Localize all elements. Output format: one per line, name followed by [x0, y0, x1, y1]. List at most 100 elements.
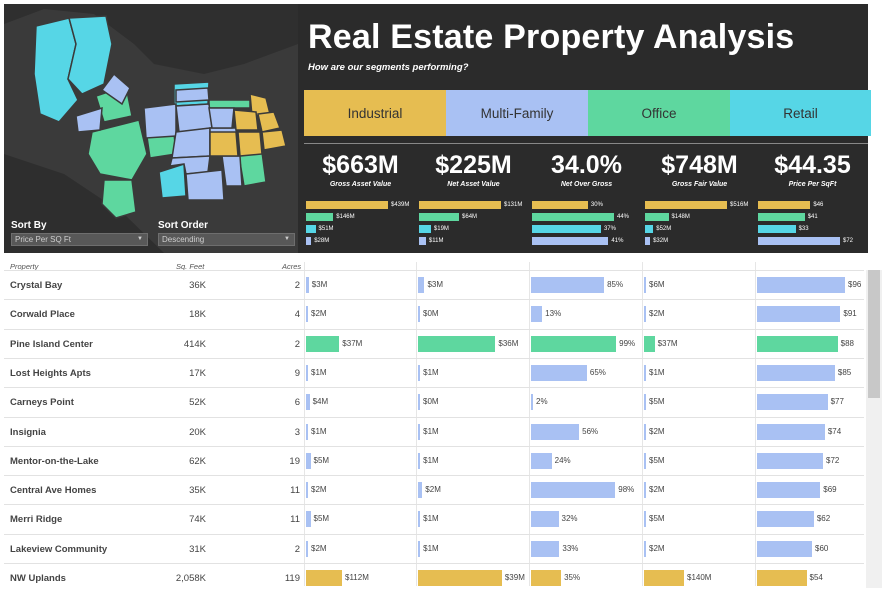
value-bar[interactable]	[306, 511, 311, 528]
table-row[interactable]: NW Uplands 2,058K 119 $112M $39M 35% $140M $54	[4, 563, 864, 590]
value-bar[interactable]	[418, 570, 502, 586]
map-region-multifamily[interactable]	[171, 127, 211, 159]
table-row[interactable]: Merri Ridge 74K 11 $5M $1M 32% $5M $62	[4, 504, 864, 533]
sort-order-dropdown[interactable]: Descending ▼	[158, 233, 295, 246]
map-region-office[interactable]	[238, 151, 267, 187]
map-region-industrial[interactable]	[237, 131, 263, 157]
value-bar[interactable]	[418, 335, 496, 352]
value-bar[interactable]	[531, 335, 617, 352]
kpi-mini-bar[interactable]	[419, 201, 501, 209]
map-region-industrial[interactable]	[257, 111, 282, 133]
chevron-down-icon[interactable]: ▼	[137, 236, 143, 242]
segment-office[interactable]: Office	[588, 90, 730, 136]
map-region-retail[interactable]	[158, 162, 187, 199]
value-bar[interactable]	[306, 570, 342, 586]
value-bar[interactable]	[757, 335, 838, 352]
map-regions[interactable]	[4, 4, 298, 253]
value-bar[interactable]	[644, 335, 655, 352]
map-region-office[interactable]	[208, 99, 251, 109]
value-bar[interactable]	[757, 452, 823, 469]
value-bar[interactable]	[757, 570, 807, 586]
value-bar[interactable]	[757, 540, 812, 557]
map-region-industrial[interactable]	[209, 131, 239, 157]
table-row[interactable]: Pine Island Center 414K 2 $37M $36M 99% $37M $8…	[4, 328, 864, 358]
table-row[interactable]: Carneys Point 52K 6 $4M $0M 2% $5M $77	[4, 387, 864, 416]
value-bar[interactable]	[418, 306, 420, 323]
kpi-mini-bar[interactable]	[645, 225, 654, 233]
value-bar[interactable]	[757, 306, 841, 323]
value-bar[interactable]	[531, 452, 552, 469]
kpi-mini-bar[interactable]	[532, 225, 601, 233]
kpi-mini-bar[interactable]	[306, 237, 312, 245]
kpi-mini-bar[interactable]	[758, 201, 811, 209]
value-bar[interactable]	[644, 306, 646, 323]
kpi-mini-bar[interactable]	[532, 237, 609, 245]
value-bar[interactable]	[531, 306, 543, 323]
value-bar[interactable]	[418, 277, 425, 293]
value-bar[interactable]	[306, 394, 310, 411]
value-bar[interactable]	[644, 482, 646, 499]
value-bar[interactable]	[531, 423, 580, 440]
value-bar[interactable]	[418, 423, 421, 440]
kpi-mini-bar[interactable]	[306, 225, 316, 233]
value-bar[interactable]	[306, 482, 308, 499]
sort-by-dropdown[interactable]: Price Per SQ Ft ▼	[11, 233, 148, 246]
chevron-down-icon[interactable]: ▼	[284, 236, 290, 242]
kpi-mini-bar[interactable]	[306, 213, 334, 221]
map-region-multifamily[interactable]	[175, 87, 210, 103]
value-bar[interactable]	[644, 570, 684, 586]
kpi-mini-bar[interactable]	[419, 225, 431, 233]
value-bar[interactable]	[531, 511, 559, 528]
kpi-mini-bar[interactable]	[419, 237, 426, 245]
value-bar[interactable]	[531, 277, 605, 293]
map-region-industrial[interactable]	[233, 109, 259, 131]
value-bar[interactable]	[306, 423, 308, 440]
value-bar[interactable]	[644, 540, 646, 557]
scrollbar[interactable]	[866, 270, 882, 588]
table-row[interactable]: Mentor-on-the-Lake 62K 19 $5M $1M 24% $5M $72	[4, 445, 864, 475]
value-bar[interactable]	[418, 482, 423, 499]
map-region-multifamily[interactable]	[221, 155, 243, 187]
value-bar[interactable]	[757, 482, 821, 499]
value-bar[interactable]	[306, 540, 308, 557]
kpi-mini-bar[interactable]	[419, 213, 460, 221]
table-row[interactable]: Corwald Place 18K 4 $2M $0M 13% $2M $91	[4, 299, 864, 328]
kpi-mini-bar[interactable]	[306, 201, 388, 209]
value-bar[interactable]	[644, 364, 646, 381]
value-bar[interactable]	[306, 335, 340, 352]
scrollbar-thumb[interactable]	[868, 270, 880, 398]
kpi-mini-bar[interactable]	[758, 237, 840, 245]
kpi-mini-bar[interactable]	[645, 237, 651, 245]
value-bar[interactable]	[644, 394, 646, 411]
map-region-industrial[interactable]	[261, 129, 287, 151]
kpi-mini-bar[interactable]	[645, 201, 727, 209]
map-region-multifamily[interactable]	[208, 107, 235, 129]
map-region-multifamily[interactable]	[185, 169, 225, 201]
value-bar[interactable]	[531, 394, 533, 411]
segment-industrial[interactable]: Industrial	[304, 90, 446, 136]
value-bar[interactable]	[531, 364, 587, 381]
value-bar[interactable]	[306, 306, 308, 323]
table-row[interactable]: Central Ave Homes 35K 11 $2M $2M 98% $2M $69	[4, 475, 864, 504]
value-bar[interactable]	[531, 540, 560, 557]
kpi-mini-bar[interactable]	[532, 213, 614, 221]
value-bar[interactable]	[531, 570, 562, 586]
value-bar[interactable]	[306, 277, 309, 293]
value-bar[interactable]	[644, 277, 646, 293]
map-region-multifamily[interactable]	[100, 72, 131, 106]
value-bar[interactable]	[644, 452, 646, 469]
segment-retail[interactable]: Retail	[730, 90, 871, 136]
property-map[interactable]: Sort By Price Per SQ Ft ▼ Sort Order Des…	[4, 4, 298, 253]
value-bar[interactable]	[531, 482, 616, 499]
value-bar[interactable]	[757, 364, 835, 381]
map-region-multifamily[interactable]	[143, 103, 177, 139]
kpi-mini-bar[interactable]	[532, 201, 588, 209]
value-bar[interactable]	[306, 364, 308, 381]
value-bar[interactable]	[757, 277, 845, 293]
value-bar[interactable]	[644, 423, 646, 440]
kpi-mini-bar[interactable]	[645, 213, 669, 221]
map-region-retail[interactable]	[67, 15, 113, 95]
value-bar[interactable]	[757, 423, 825, 440]
table-row[interactable]: Lost Heights Apts 17K 9 $1M $1M 65% $1M $85	[4, 357, 864, 387]
segment-multifamily[interactable]: Multi-Family	[446, 90, 588, 136]
